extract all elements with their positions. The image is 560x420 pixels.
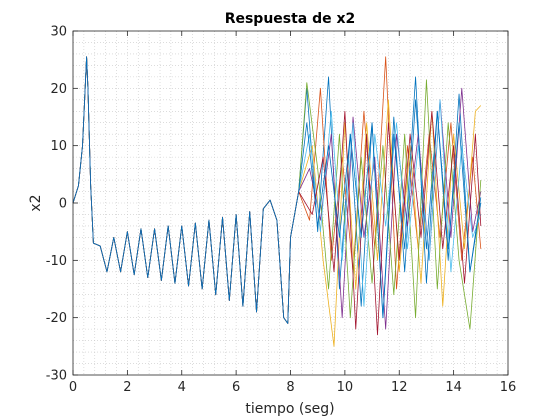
tick-marks: [72, 30, 509, 376]
x-tick-label: 14: [445, 380, 462, 395]
y-tick-label: -20: [46, 311, 67, 326]
y-tick-label: 0: [59, 197, 67, 212]
x-tick-label: 6: [232, 380, 240, 395]
x-tick-label: 10: [337, 380, 354, 395]
x-tick-label: 4: [178, 380, 186, 395]
x-tick-label: 8: [286, 380, 294, 395]
y-axis-label: x2: [28, 194, 44, 211]
y-tick-label: -30: [46, 369, 67, 384]
y-tick-label: -10: [46, 254, 67, 269]
x-tick-label: 12: [391, 380, 408, 395]
series-line-8: [72, 56, 482, 324]
x-tick-label: 2: [123, 380, 131, 395]
tick-labels: 0 2 4 6 8 10 12 14 16 -30 -20 -10 0 10 20 30: [46, 25, 517, 396]
x-tick-label: 0: [69, 380, 77, 395]
y-tick-label: 10: [50, 139, 67, 154]
chart-title: Respuesta de x2: [225, 11, 356, 27]
y-tick-label: 30: [50, 25, 67, 40]
x-axis-label: tiempo (seg): [245, 401, 334, 417]
x-tick-label: 16: [500, 380, 517, 395]
series-layer: [72, 56, 482, 347]
y-tick-label: 20: [50, 82, 67, 97]
